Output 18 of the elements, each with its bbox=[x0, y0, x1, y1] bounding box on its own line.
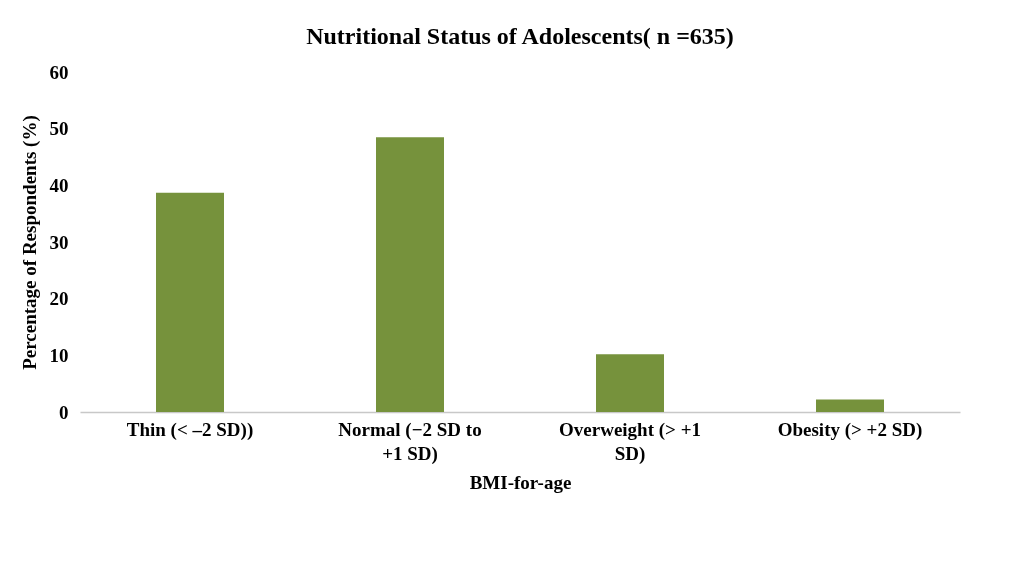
x-tick-label: Obesity (> +2 SD) bbox=[777, 418, 923, 441]
x-tick-label: Thin (< –2 SD)) bbox=[126, 418, 254, 441]
y-tick-label: 50 bbox=[49, 118, 69, 140]
bar bbox=[596, 354, 664, 412]
y-tick-label: 10 bbox=[49, 344, 69, 366]
bar bbox=[376, 137, 444, 412]
y-tick-label: 20 bbox=[49, 288, 69, 310]
y-tick-label: 60 bbox=[49, 61, 69, 83]
x-tick-label: Overweight (> +1 SD) bbox=[559, 418, 701, 465]
y-tick-label: 30 bbox=[49, 231, 69, 253]
y-tick-label: 0 bbox=[59, 401, 69, 423]
y-tick-label: 40 bbox=[49, 174, 69, 196]
chart-title: Nutritional Status of Adolescents( n =635) bbox=[306, 23, 734, 49]
bar bbox=[816, 399, 884, 412]
x-tick-label: Normal (−2 SD to +1 SD) bbox=[338, 418, 482, 465]
bar bbox=[156, 192, 224, 412]
x-axis-title: BMI-for-age bbox=[469, 471, 572, 493]
y-axis-title: Percentage of Respondents (%) bbox=[18, 115, 41, 370]
